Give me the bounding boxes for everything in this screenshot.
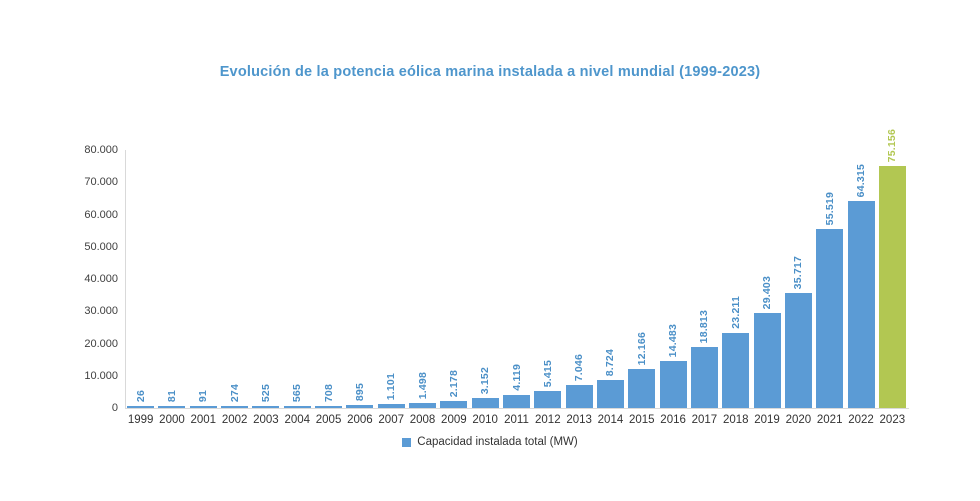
x-tick-label-2021: 2021 (816, 414, 843, 426)
x-tick-label-2008: 2008 (409, 414, 436, 426)
bar-2013 (565, 385, 593, 408)
bar-value-label-2021: 55.519 (823, 191, 836, 225)
bar-2016 (659, 361, 687, 408)
y-tick-label: 80.000 (84, 144, 118, 156)
bar-2005 (315, 406, 343, 408)
bar-2006 (346, 405, 374, 408)
bar-value-label-2019: 29.403 (761, 275, 774, 309)
x-tick-label-2018: 2018 (722, 414, 749, 426)
bar-value-label-2005: 708 (322, 383, 335, 402)
bar-value-label-2006: 895 (353, 382, 366, 401)
x-tick-label-2020: 2020 (785, 414, 812, 426)
bar-2010 (471, 398, 499, 408)
bar-2022 (847, 201, 875, 408)
bar-value-label-2011: 4.119 (510, 364, 523, 391)
x-tick-label-2002: 2002 (221, 414, 248, 426)
bar-value-label-2015: 12.166 (635, 331, 648, 365)
bar-value-label-2000: 81 (165, 389, 178, 402)
y-tick-label: 20.000 (84, 337, 118, 350)
bar-2011 (503, 395, 530, 408)
bar-2014 (596, 380, 624, 408)
legend-label: Capacidad instalada total (MW) (417, 436, 578, 448)
bar-2012 (534, 391, 562, 408)
bar-2023 (878, 166, 906, 408)
bar-2003 (252, 406, 280, 408)
bar-value-label-2009: 2.178 (447, 369, 460, 397)
x-tick-label-2016: 2016 (660, 414, 686, 426)
x-tick-label-2017: 2017 (691, 414, 718, 426)
x-tick-label-2005: 2005 (315, 414, 342, 426)
chart-title: Evolución de la potencia eólica marina i… (219, 64, 761, 80)
x-tick-label-2014: 2014 (597, 414, 624, 426)
bar-value-label-2022: 64.315 (855, 163, 868, 197)
x-tick-label-2019: 2019 (754, 414, 780, 426)
bar-2020 (784, 293, 812, 408)
bar-value-label-2020: 35.717 (792, 255, 805, 289)
bar-2001 (189, 406, 217, 408)
x-tick-label-2003: 2003 (253, 414, 279, 426)
x-tick-label-2023: 2023 (879, 414, 906, 426)
bar-2002 (221, 406, 249, 408)
x-tick-label-2015: 2015 (628, 414, 655, 426)
bar-2021 (816, 229, 844, 408)
bar-2008 (409, 403, 437, 408)
bar-value-label-2012: 5.415 (541, 359, 554, 387)
x-tick-label-2001: 2001 (190, 414, 217, 426)
bar-2017 (690, 347, 718, 408)
bar-2019 (753, 313, 781, 408)
x-tick-label-2009: 2009 (441, 414, 467, 426)
bar-2018 (722, 333, 750, 408)
x-tick-label-1999: 1999 (127, 414, 154, 426)
bar-value-label-2002: 274 (228, 383, 241, 402)
legend-swatch-icon (402, 437, 412, 447)
y-tick-label: 70.000 (84, 176, 118, 189)
y-tick-label: 50.000 (84, 240, 118, 253)
bar-1999 (127, 406, 155, 408)
x-tick-label-2006: 2006 (347, 414, 373, 426)
x-tick-label-2010: 2010 (472, 414, 498, 426)
x-tick-label-2000: 2000 (159, 414, 185, 426)
x-tick-label-2011: 2011 (504, 414, 529, 426)
bar-value-label-1999: 26 (134, 389, 147, 402)
bar-2009 (440, 401, 468, 408)
bar-value-label-2017: 18.813 (698, 309, 711, 343)
bar-2000 (158, 406, 186, 408)
bar-value-label-2010: 3.152 (479, 366, 492, 394)
bar-value-label-2023: 75.156 (886, 128, 899, 162)
bar-value-label-2004: 565 (291, 383, 304, 402)
x-tick-label-2013: 2013 (566, 414, 592, 426)
bar-value-label-2007: 1.101 (385, 372, 398, 400)
y-tick-label: 60.000 (84, 208, 118, 221)
y-tick-label: 10.000 (84, 369, 118, 382)
bar-value-label-2016: 14.483 (667, 323, 680, 357)
y-tick-label: 30.000 (84, 305, 118, 318)
x-tick-label-2012: 2012 (535, 414, 561, 426)
bar-2007 (377, 404, 405, 408)
bar-value-label-2014: 8.724 (604, 348, 617, 376)
bar-2004 (283, 406, 311, 408)
bar-value-label-2018: 23.211 (729, 296, 742, 329)
legend: Capacidad instalada total (MW) (0, 436, 980, 448)
bar-value-label-2001: 91 (197, 389, 210, 402)
bar-value-label-2013: 7.046 (573, 353, 586, 381)
y-tick-label: 0 (111, 402, 118, 414)
bar-value-label-2003: 525 (259, 383, 272, 402)
x-tick-label-2004: 2004 (284, 414, 311, 426)
bar-value-label-2008: 1.498 (416, 371, 429, 399)
x-tick-label-2022: 2022 (848, 414, 874, 426)
bar-2015 (628, 369, 656, 408)
y-tick-label: 40.000 (84, 273, 118, 285)
plot-area (125, 150, 909, 409)
x-tick-label-2007: 2007 (378, 414, 404, 426)
